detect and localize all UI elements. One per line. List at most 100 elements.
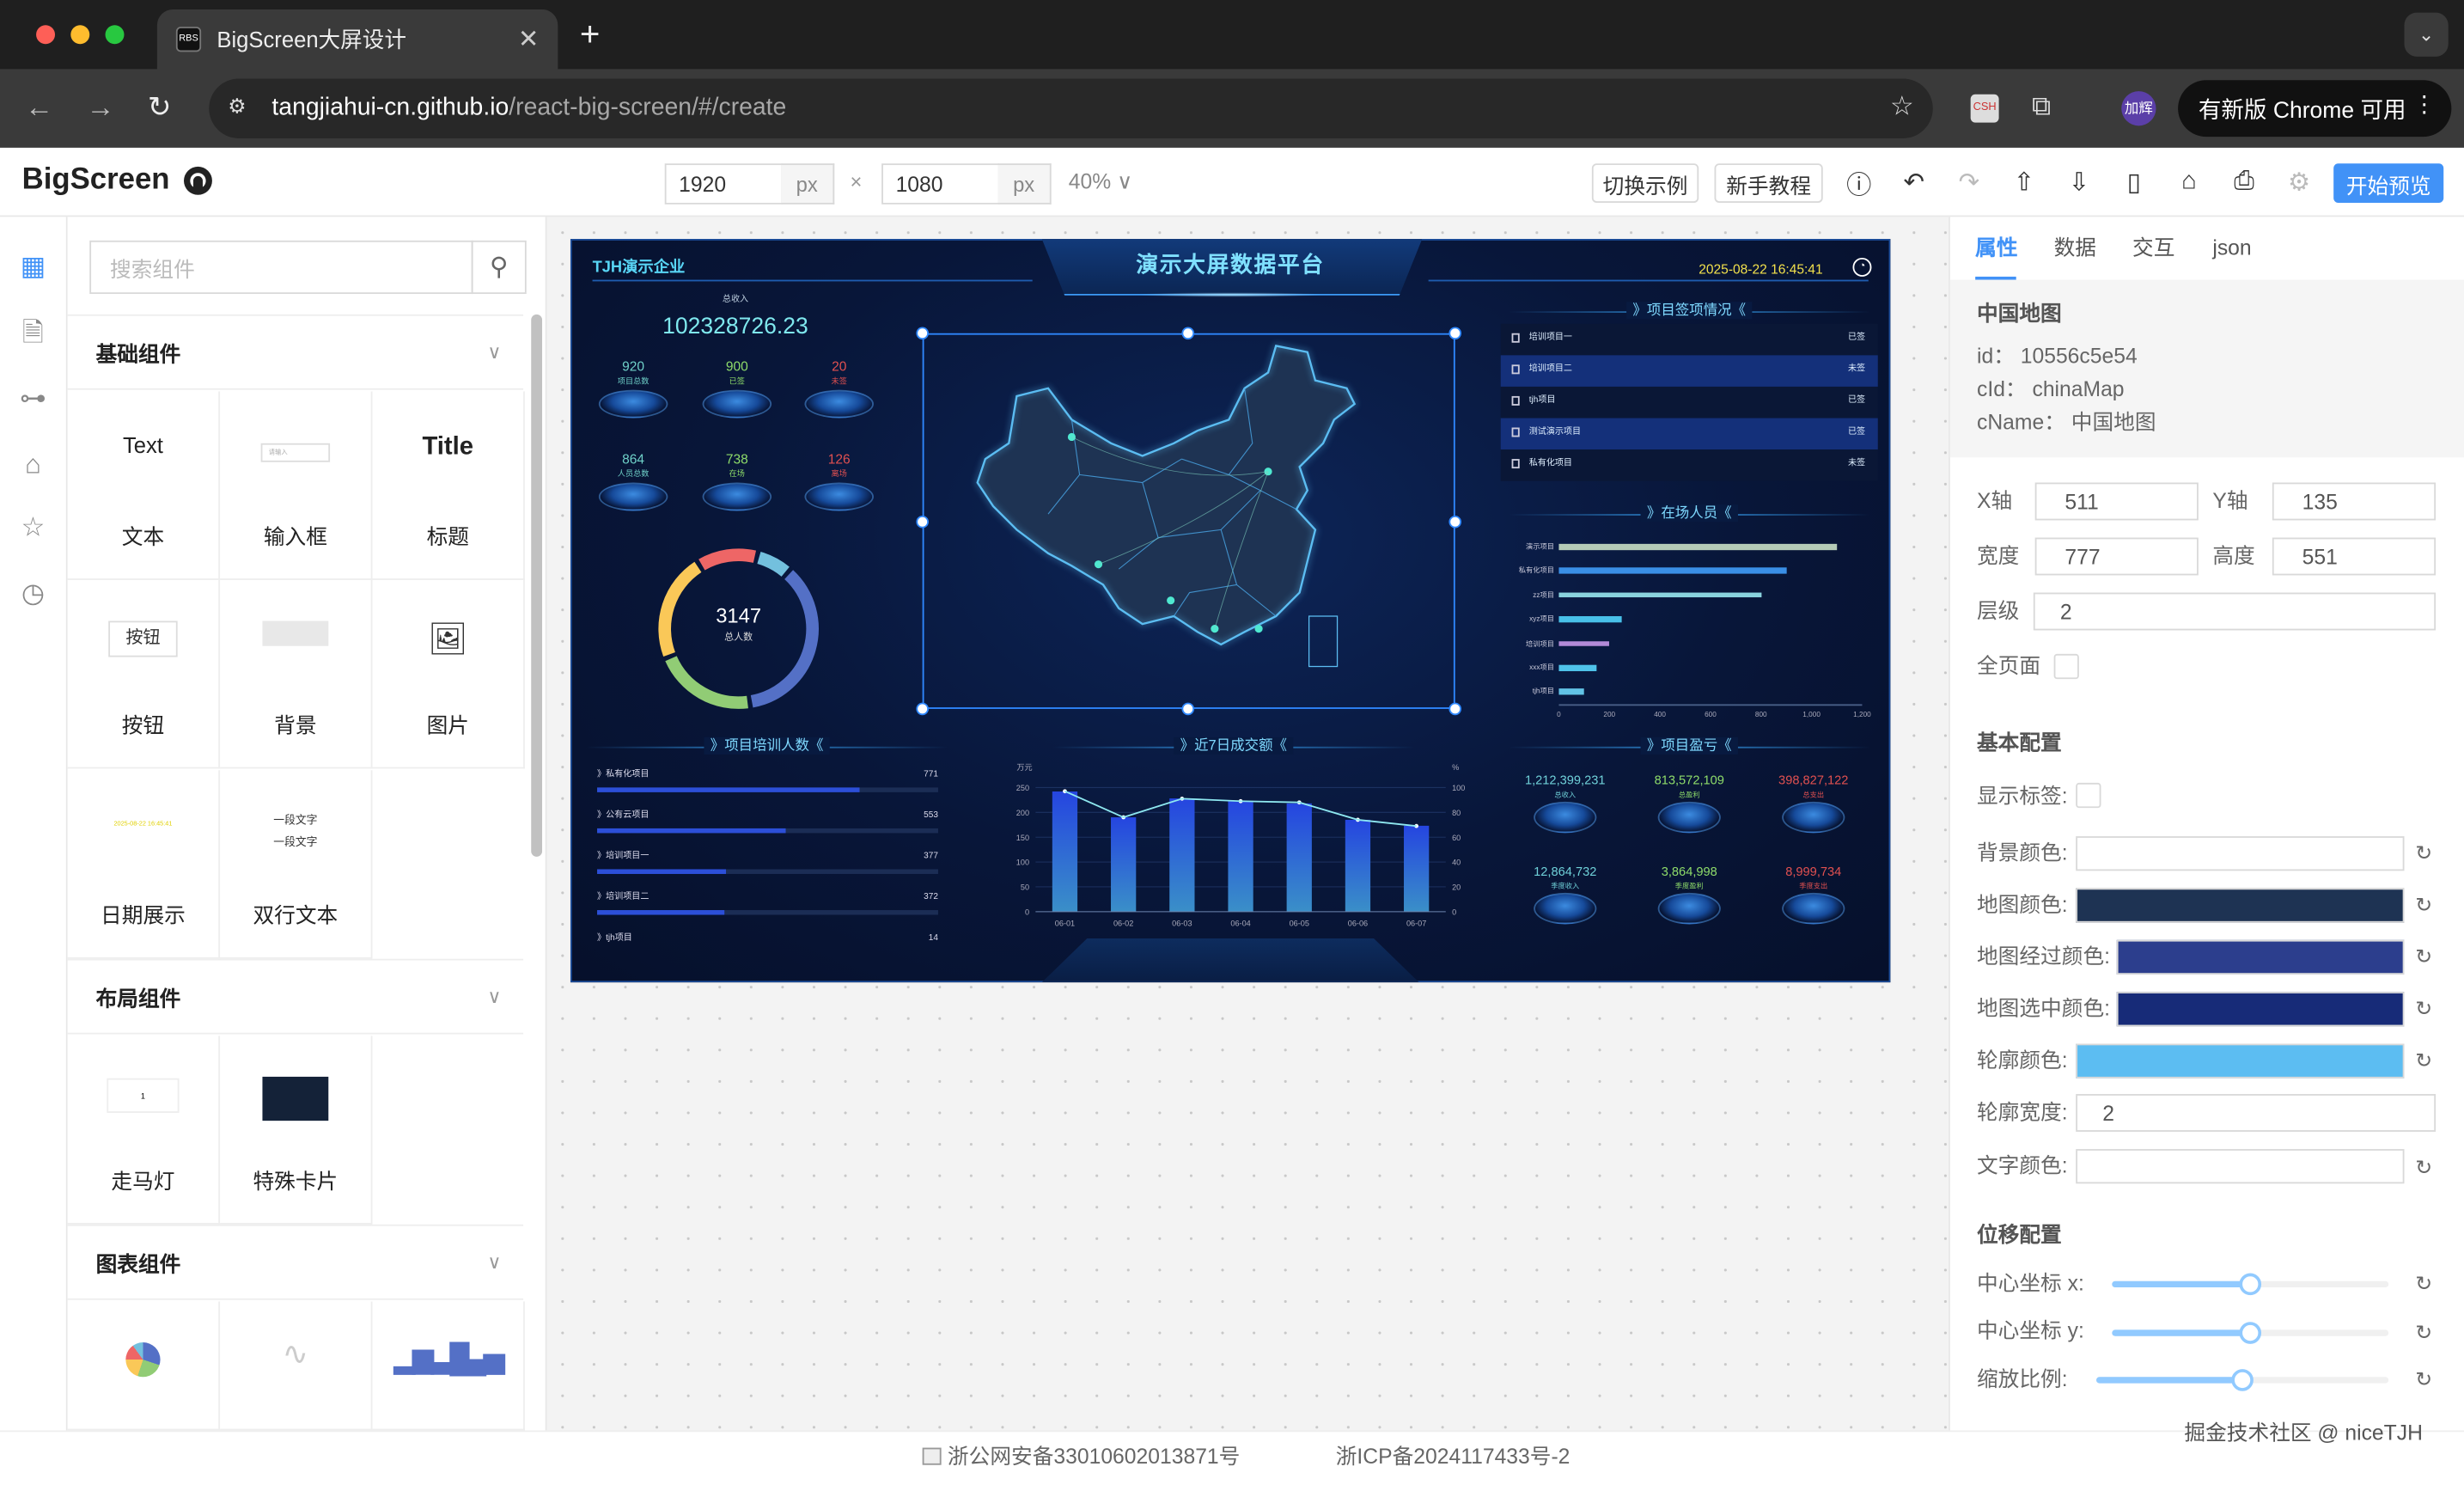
back-icon[interactable]: ← (25, 91, 54, 123)
site-settings-icon[interactable]: ⚙ (228, 94, 247, 119)
panel-scrollbar[interactable] (531, 314, 543, 857)
canvas-height-input[interactable]: 1080 (881, 163, 1000, 205)
bg-color-picker[interactable] (2076, 836, 2405, 871)
center-x-slider[interactable] (2112, 1273, 2389, 1296)
component-line-chart[interactable]: ∿ (220, 1301, 373, 1431)
bookmark-star-icon[interactable]: ☆ (1889, 91, 1914, 121)
component-date[interactable]: 2025-08-22 16:45:41 日期展示 (67, 770, 221, 959)
reset-icon[interactable]: ↻ (2415, 996, 2433, 1021)
canvas-width-input[interactable]: 1920 (664, 163, 783, 205)
component-carousel[interactable]: 1 走马灯 (67, 1036, 221, 1225)
select-color-picker[interactable] (2116, 992, 2405, 1027)
outline-width-input[interactable]: 2 (2076, 1094, 2437, 1132)
close-window-button[interactable] (36, 25, 56, 45)
component-special-card[interactable]: 特殊卡片 (220, 1036, 373, 1225)
china-map[interactable] (923, 333, 1457, 711)
resize-handle[interactable] (1449, 327, 1462, 340)
redo-icon[interactable]: ↷ (1958, 169, 1980, 197)
center-y-slider[interactable] (2112, 1322, 2389, 1344)
url-bar[interactable]: ⚙ tangjiahui-cn.github.io/react-big-scre… (209, 78, 1933, 138)
screenshot-icon[interactable]: ⎙ (2234, 168, 2254, 195)
reload-icon[interactable]: ↻ (147, 91, 172, 123)
reset-icon[interactable]: ↻ (2415, 840, 2433, 865)
zindex-input[interactable]: 2 (2033, 592, 2437, 631)
tab-json[interactable]: json (2212, 235, 2252, 260)
profile-avatar[interactable]: 加辉 (2121, 91, 2156, 126)
switch-example-button[interactable]: 切换示例 (1591, 163, 1699, 203)
height-input[interactable]: 551 (2272, 537, 2437, 576)
tab-interaction[interactable]: 交互 (2132, 235, 2175, 260)
zoom-select[interactable]: 40% ∨ (1069, 170, 1132, 195)
tab-properties[interactable]: 属性 (1975, 235, 2018, 260)
browser-tab[interactable]: RBS BigScreen大屏设计 ✕ (156, 9, 558, 70)
extension-csh-icon[interactable]: CSH (1970, 94, 1999, 123)
tab-search-button[interactable]: ⌄ (2404, 12, 2449, 57)
resize-handle[interactable] (916, 515, 929, 529)
new-tab-button[interactable]: + (579, 14, 601, 54)
resize-handle[interactable] (1449, 515, 1462, 529)
import-icon[interactable]: ⇩ (2068, 169, 2090, 197)
reset-icon[interactable]: ↻ (2415, 1271, 2433, 1296)
icp-record-link[interactable]: 浙ICP备2024117433号-2 (1335, 1444, 1570, 1469)
reset-icon[interactable]: ↻ (2415, 1320, 2433, 1344)
reset-icon[interactable]: ↻ (2415, 1155, 2433, 1179)
search-button[interactable]: ⚲ (471, 240, 527, 295)
github-icon[interactable] (184, 166, 212, 195)
layer-tree-icon[interactable]: ⊶ (19, 383, 46, 414)
slider-handle[interactable] (2239, 1273, 2262, 1296)
close-tab-icon[interactable]: ✕ (517, 27, 540, 54)
show-label-checkbox[interactable] (2076, 782, 2101, 809)
component-button[interactable]: 按钮 按钮 (67, 579, 221, 769)
section-basic[interactable]: 基础组件 ∨ (67, 314, 524, 390)
tab-data[interactable]: 数据 (2053, 235, 2096, 260)
maximize-window-button[interactable] (105, 25, 125, 45)
component-image[interactable]: 🖼 图片 (372, 579, 525, 769)
star-icon[interactable]: ☆ (21, 512, 46, 543)
slider-handle[interactable] (2231, 1369, 2254, 1391)
section-layout[interactable]: 布局组件 ∨ (67, 958, 524, 1035)
forward-icon[interactable]: → (86, 91, 115, 123)
undo-icon[interactable]: ↶ (1903, 169, 1925, 197)
component-search-input[interactable]: 搜索组件 (89, 240, 473, 295)
x-input[interactable]: 511 (2034, 482, 2199, 521)
y-input[interactable]: 135 (2272, 482, 2437, 521)
reset-icon[interactable]: ↻ (2415, 892, 2433, 917)
clear-icon[interactable]: ⌂ (2181, 168, 2197, 195)
text-color-picker[interactable] (2076, 1149, 2405, 1184)
outline-color-picker[interactable] (2076, 1043, 2405, 1079)
tutorial-button[interactable]: 新手教程 (1714, 163, 1823, 203)
component-text[interactable]: Text 文本 (67, 391, 221, 580)
component-pie-chart[interactable] (67, 1301, 221, 1431)
resize-handle[interactable] (1181, 327, 1195, 340)
start-preview-button[interactable]: 开始预览 (2333, 163, 2444, 203)
save-icon[interactable]: ▯ (2126, 169, 2141, 197)
component-title[interactable]: Title 标题 (372, 391, 525, 580)
extensions-puzzle-icon[interactable]: ⧉ (2032, 91, 2052, 121)
width-input[interactable]: 777 (2034, 537, 2199, 576)
hover-color-picker[interactable] (2116, 939, 2405, 975)
component-bar-chart[interactable]: ▂▆▃█▄▅ (372, 1301, 525, 1431)
help-icon[interactable]: ⓘ (1846, 173, 1872, 200)
component-two-line-text[interactable]: 一段文字 一段文字 双行文本 (220, 770, 373, 959)
resize-handle[interactable] (1449, 702, 1462, 716)
police-record-link[interactable]: 浙公网安备33010602013871号 (947, 1444, 1241, 1469)
reset-icon[interactable]: ↻ (2415, 1367, 2433, 1391)
slider-handle[interactable] (2239, 1322, 2262, 1344)
minimize-window-button[interactable] (70, 25, 90, 45)
resize-handle[interactable] (1181, 702, 1195, 716)
settings-gear-icon[interactable]: ⚙ (2287, 169, 2311, 197)
map-color-picker[interactable] (2076, 888, 2405, 923)
component-background[interactable]: 背景 (220, 579, 373, 769)
chrome-update-button[interactable]: 有新版 Chrome 可用 ⋮ (2178, 80, 2452, 138)
more-menu-icon[interactable]: ⋮ (2412, 92, 2437, 119)
bank-icon[interactable]: ⌂ (25, 449, 41, 480)
resize-handle[interactable] (916, 702, 929, 716)
fullpage-checkbox[interactable] (2053, 653, 2079, 680)
reset-icon[interactable]: ↻ (2415, 1048, 2433, 1072)
file-icon[interactable]: 🗎 (21, 317, 44, 348)
resize-handle[interactable] (916, 327, 929, 340)
history-icon[interactable]: ◷ (21, 578, 45, 608)
component-input[interactable]: 请输入 输入框 (220, 391, 373, 580)
scale-slider[interactable] (2095, 1369, 2389, 1391)
section-charts[interactable]: 图表组件 ∨ (67, 1224, 524, 1300)
